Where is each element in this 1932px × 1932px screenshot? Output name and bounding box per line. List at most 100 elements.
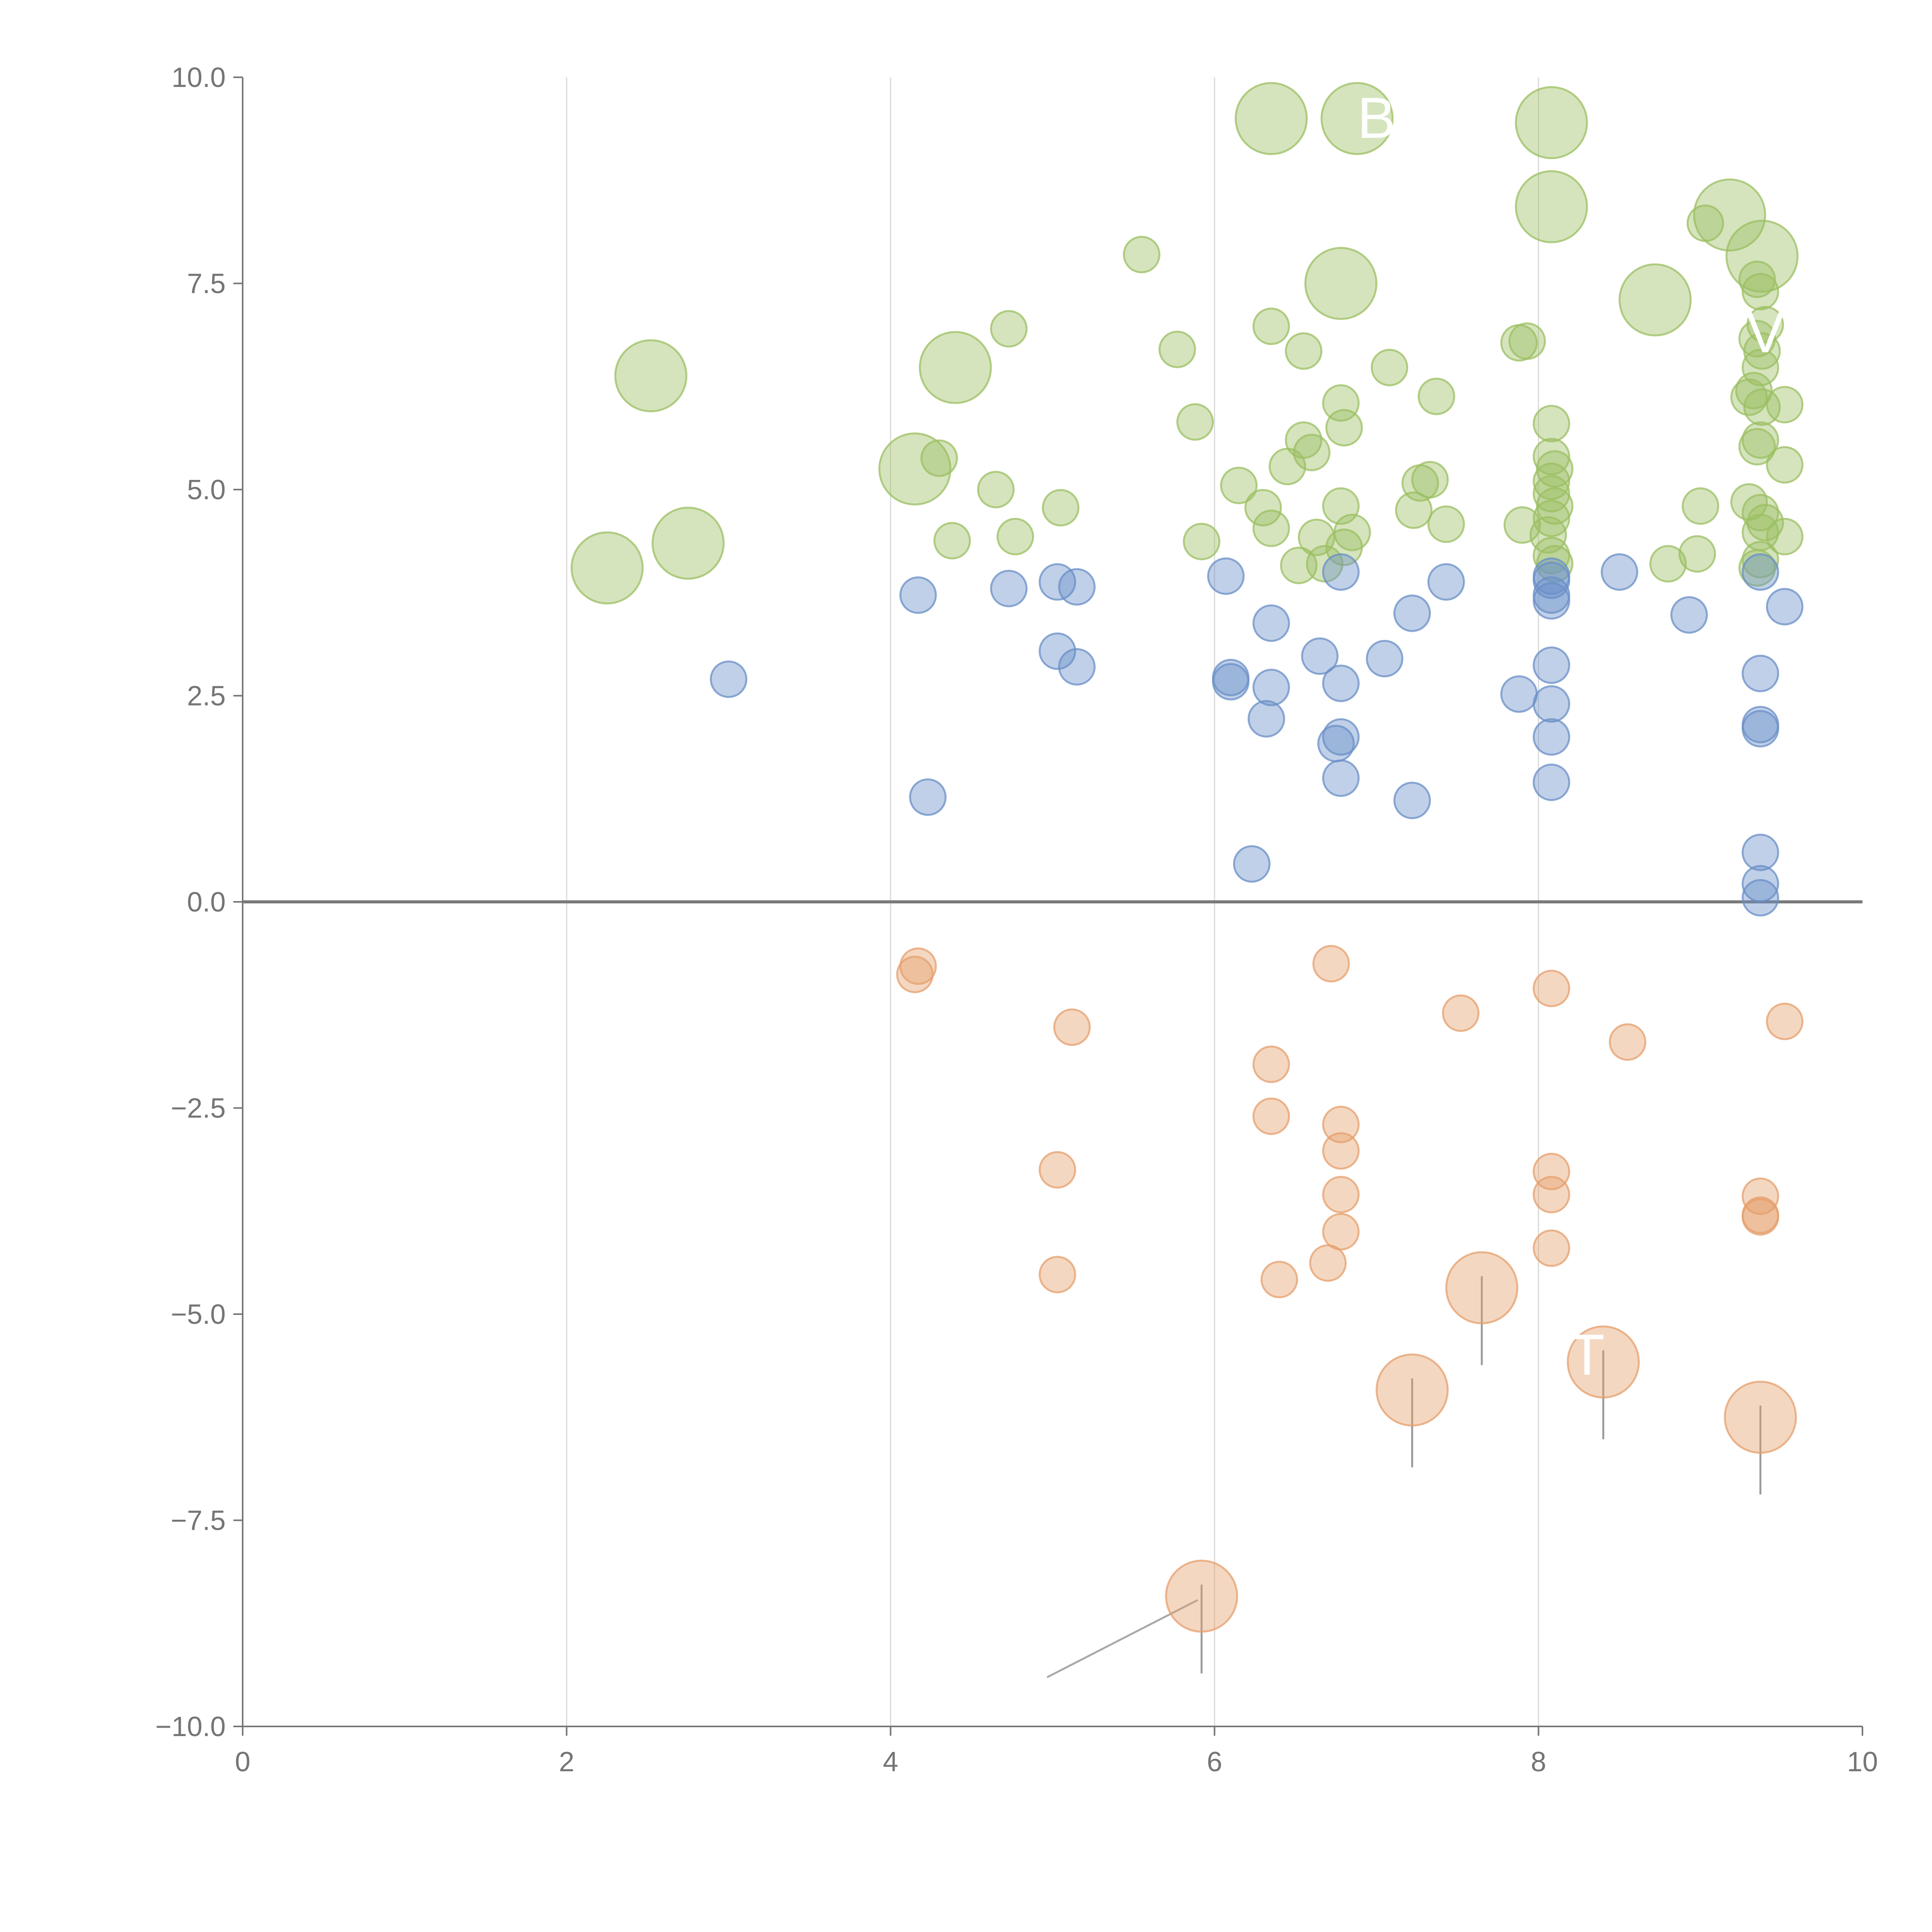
blue-bubble [990, 570, 1028, 607]
green-bubble [1325, 409, 1363, 447]
orange-bubble [1445, 1251, 1519, 1325]
green-bubble [1285, 332, 1323, 370]
orange-bubble [1309, 1244, 1347, 1282]
leader-line [947, 340, 960, 361]
blue-bubble [1532, 685, 1570, 723]
blue-bubble [1670, 596, 1708, 634]
green-bubble [1766, 518, 1804, 556]
green-bubble [1678, 535, 1716, 573]
axis-layer: 10.0 7.5 5.0 2.5 0.0 −2.5 −5.0 −7.5 −10.0 0 2 4 6 8 10 [155, 62, 1878, 1777]
orange-bubble [1532, 969, 1570, 1007]
leader-line [1543, 179, 1556, 200]
blue-bubble [1500, 675, 1538, 713]
green-bubble [1158, 330, 1196, 368]
x-tick-label: 2 [559, 1747, 574, 1777]
y-tick-label: 5.0 [187, 474, 226, 505]
leader-line [1721, 187, 1735, 208]
blue-bubble [1532, 764, 1570, 801]
blue-bubble [1393, 594, 1431, 632]
green-bubble [614, 339, 687, 413]
green-bubble [920, 439, 958, 477]
orange-bubble [1252, 1045, 1290, 1083]
blue-bubble [909, 778, 947, 816]
orange-bubble [1039, 1256, 1077, 1294]
x-tick-label: 4 [883, 1747, 898, 1777]
green-bubble [1686, 204, 1724, 242]
blue-bubble [710, 660, 748, 698]
y-tick-label: 0.0 [187, 887, 226, 918]
green-bubble [1738, 428, 1776, 466]
orange-bubble [1442, 994, 1480, 1032]
blue-bubble [1322, 718, 1360, 756]
leader-line [1262, 91, 1276, 111]
green-bubble [1532, 405, 1570, 442]
orange-bubble [1724, 1381, 1797, 1454]
green-bubble [1738, 260, 1776, 298]
green-bubble [1427, 505, 1465, 543]
green-bubble [1411, 461, 1449, 498]
y-tick-label: 7.5 [187, 269, 226, 299]
green-bubble [1532, 463, 1570, 500]
orange-bubble [1322, 1132, 1360, 1170]
green-bubble [1220, 466, 1258, 504]
x-tick-label: 0 [235, 1747, 250, 1777]
green-bubble [1508, 322, 1546, 360]
blue-bubble [1742, 553, 1779, 591]
blue-bubble [1207, 557, 1245, 595]
callout-label: T [1570, 1322, 1605, 1387]
leader-line [679, 515, 693, 536]
blue-bubble [1427, 563, 1465, 601]
green-bubble [1746, 503, 1784, 541]
leader-line-layer [599, 91, 1767, 1679]
orange-bubble [1039, 1151, 1077, 1189]
orange-bubble [1532, 1176, 1570, 1214]
orange-bubble [1566, 1325, 1640, 1399]
green-bubble [1252, 307, 1290, 345]
green-bubble [997, 518, 1034, 556]
orange-bubble [1532, 1229, 1570, 1267]
x-tick-label: 10 [1847, 1747, 1878, 1777]
y-tick-label: 10.0 [172, 62, 226, 93]
blue-bubble [1532, 576, 1570, 614]
green-bubble [878, 432, 952, 506]
green-bubble [1515, 86, 1588, 159]
orange-bubble [1609, 1023, 1646, 1061]
green-bubble [1743, 332, 1781, 370]
blue-bubble [1742, 833, 1779, 871]
green-bubble [1515, 170, 1588, 243]
orange-bubble [896, 956, 934, 993]
green-bubble [1304, 247, 1378, 320]
green-bubble [1333, 514, 1371, 551]
green-bubble [570, 531, 644, 605]
green-bubble [1725, 219, 1799, 293]
blue-bubble [1233, 845, 1271, 883]
green-bubble [1649, 545, 1687, 583]
y-tick-label: −5.0 [171, 1299, 226, 1330]
blue-bubble [1742, 865, 1779, 903]
orange-bubble [1742, 1177, 1779, 1215]
green-bubble [1235, 82, 1308, 155]
blue-bubble [1322, 553, 1360, 591]
y-tick-label: 2.5 [187, 681, 226, 712]
orange-bubble [1252, 1097, 1290, 1135]
bubble-layer [570, 82, 1804, 1633]
green-bubble [1682, 487, 1719, 525]
green-bubble [1371, 349, 1408, 386]
green-bubble [1618, 263, 1692, 337]
blue-bubble [1301, 637, 1339, 675]
orange-bubble [1053, 1008, 1091, 1046]
green-bubble [1042, 489, 1080, 527]
blue-bubble [1742, 655, 1779, 692]
green-bubble [1536, 450, 1574, 488]
x-tick-label: 8 [1531, 1747, 1546, 1777]
green-bubble [1123, 236, 1161, 274]
green-bubble [1183, 522, 1221, 560]
blue-bubble [1766, 588, 1804, 626]
blue-bubble [1212, 663, 1250, 701]
blue-bubble [1322, 759, 1360, 797]
orange-bubble [1322, 1176, 1360, 1214]
blue-bubble [1393, 782, 1431, 820]
green-bubble [1742, 494, 1779, 532]
green-bubble [1322, 384, 1360, 422]
y-tick-label: −2.5 [171, 1093, 226, 1124]
